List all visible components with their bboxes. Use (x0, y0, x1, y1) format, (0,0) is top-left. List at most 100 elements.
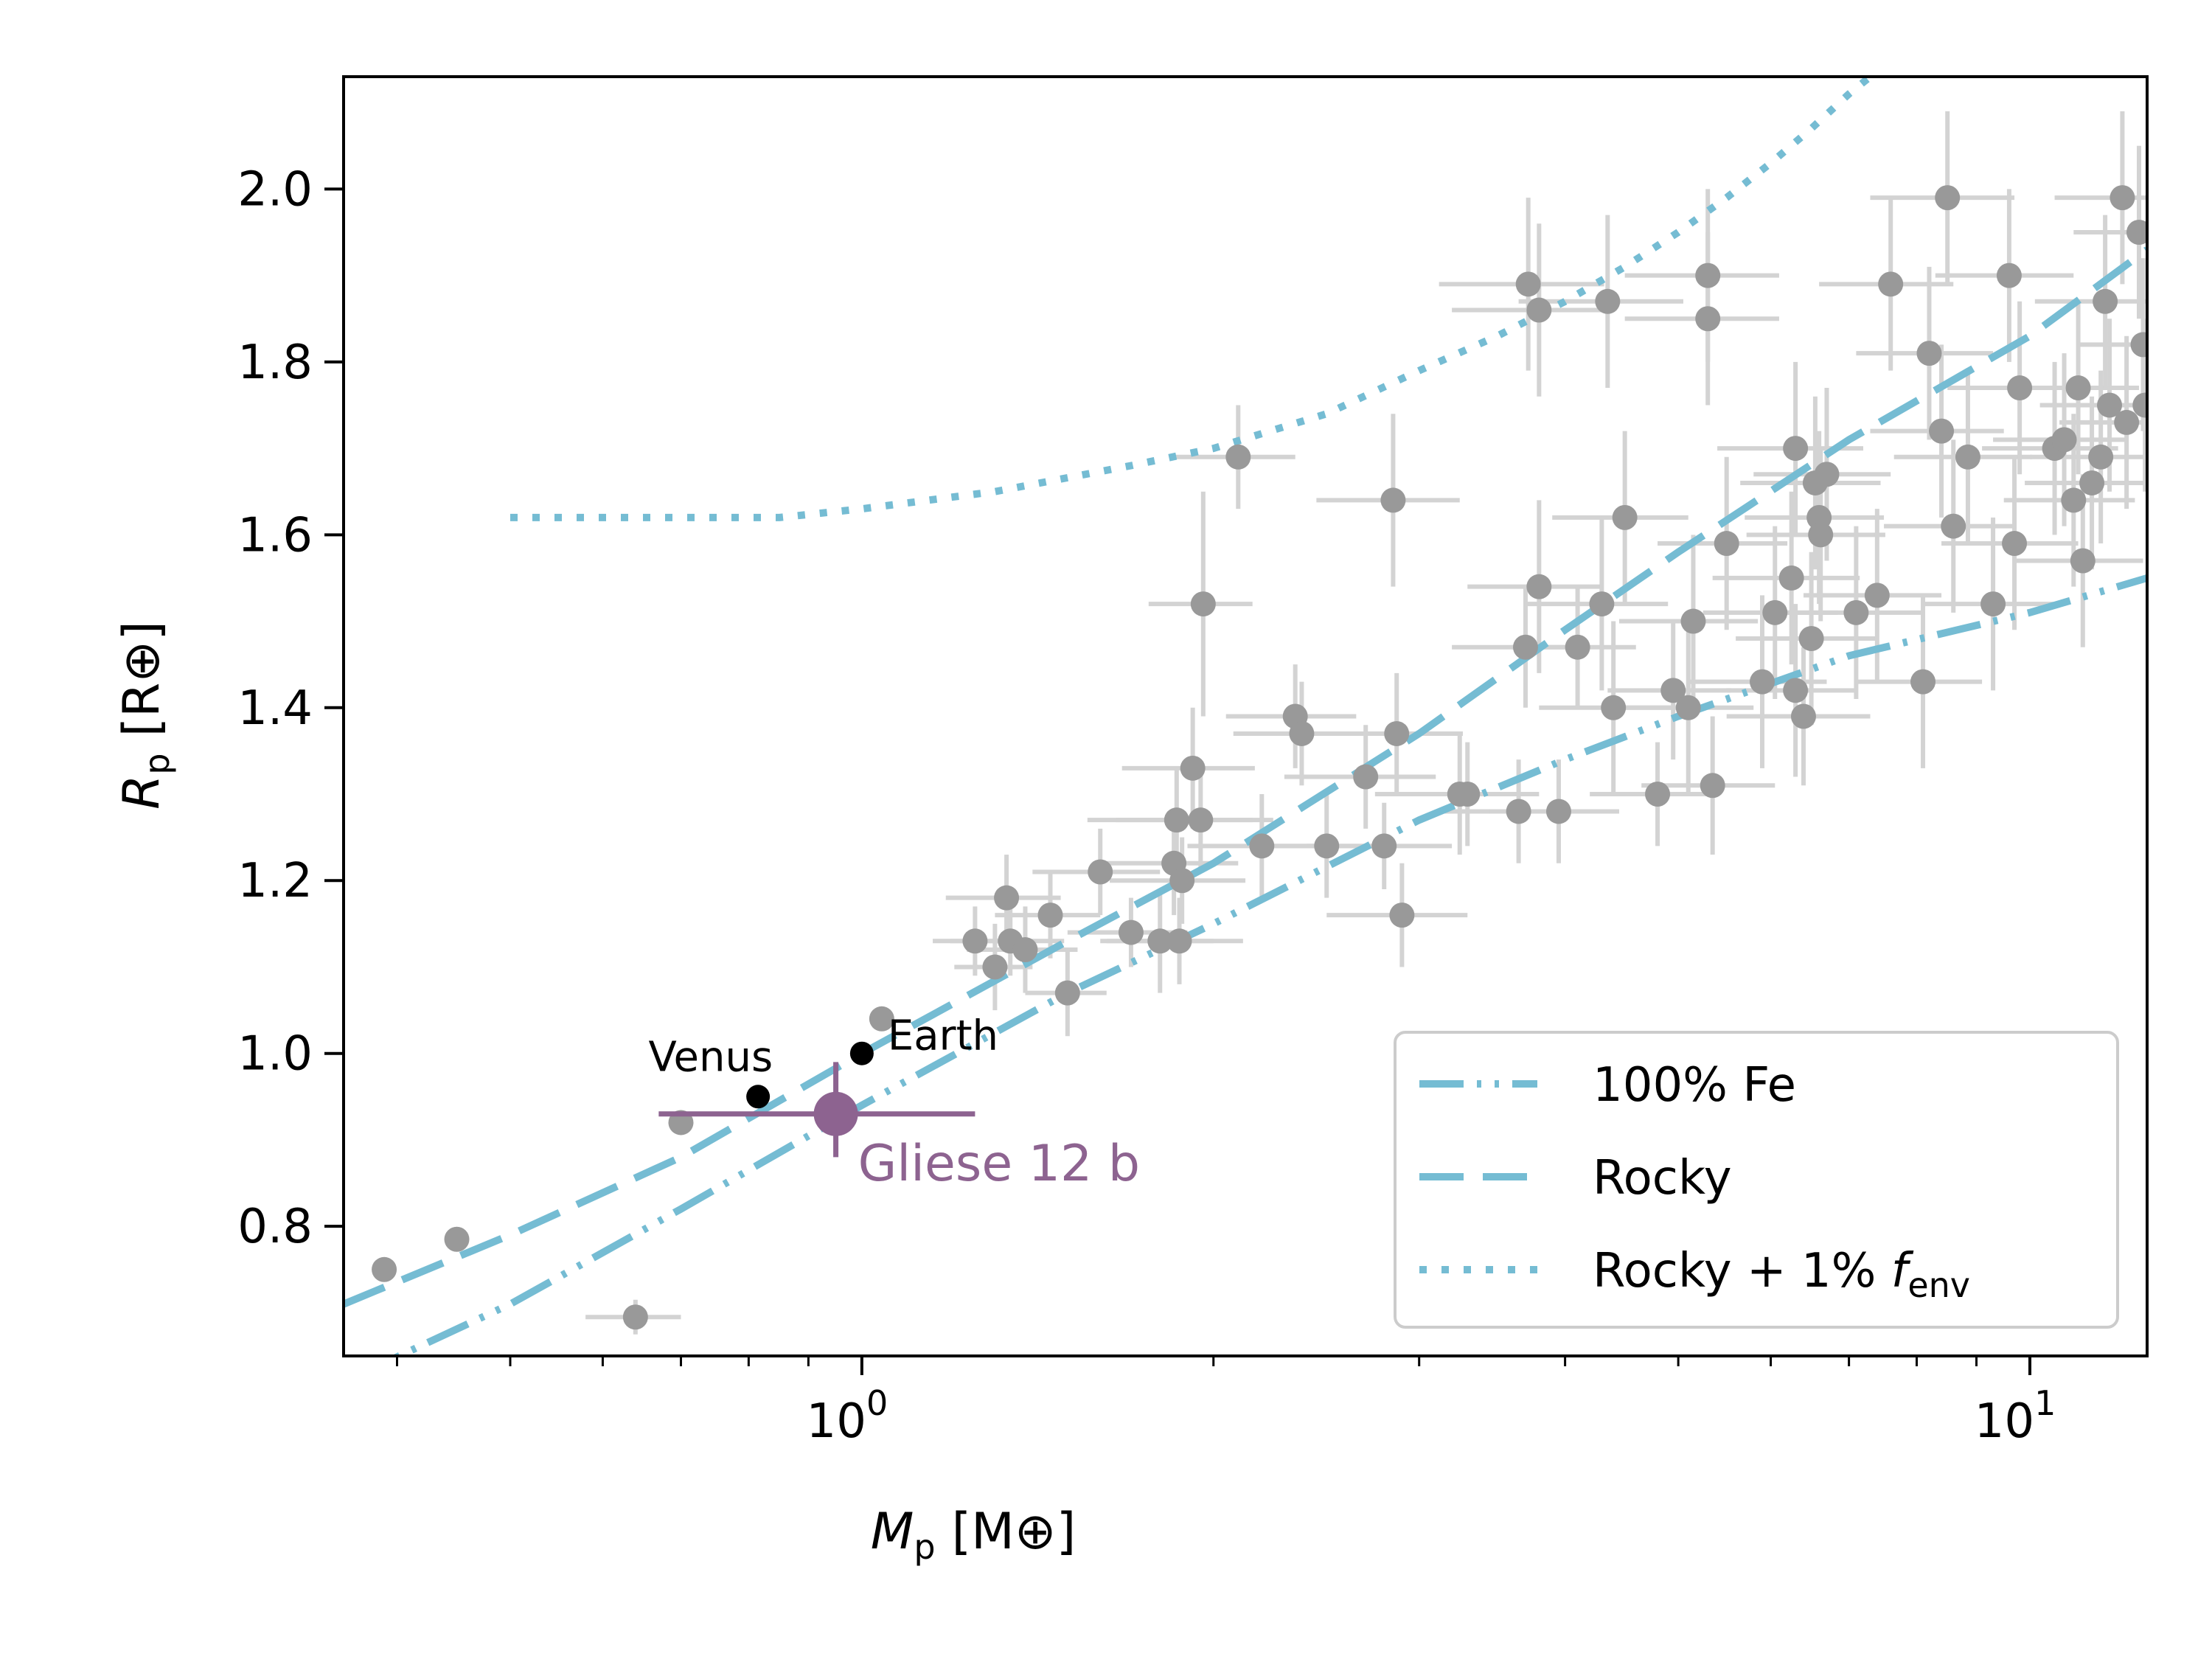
planet-point (1188, 807, 1214, 833)
planet-point (1714, 531, 1739, 557)
planet-point (1916, 341, 1942, 366)
planet-point (1955, 444, 1980, 470)
planet-point (1384, 720, 1410, 746)
planet-point (2051, 427, 2077, 453)
planet-point (444, 1226, 470, 1252)
x-tick-label: 101 (1975, 1383, 2056, 1449)
x-axis-ticks: 100 101 (395, 1356, 2056, 1449)
planet-point (1910, 669, 1936, 695)
planet-point (1190, 591, 1216, 617)
planet-point (1660, 678, 1686, 703)
planet-point (1314, 833, 1340, 859)
y-tick-label: 1.8 (237, 335, 313, 390)
planet-point (2097, 392, 2123, 418)
planet-point (1565, 634, 1590, 660)
planet-point (962, 928, 988, 954)
planet-point (2130, 332, 2147, 358)
planet-point (1506, 799, 1531, 824)
venus-point (746, 1085, 771, 1109)
planet-point (372, 1256, 397, 1282)
venus-label: Venus (649, 1033, 773, 1081)
planet-point (622, 1304, 648, 1330)
planet-point (1878, 271, 1904, 297)
planet-point (1750, 669, 1775, 695)
planet-point (1675, 695, 1701, 720)
planet-point (2007, 375, 2033, 401)
planet-point (1612, 504, 1638, 530)
y-tick-label: 1.0 (237, 1027, 313, 1082)
planet-point (1783, 436, 1809, 462)
planet-point (1814, 462, 1840, 487)
y-tick-label: 1.6 (237, 508, 313, 563)
planet-point (1941, 513, 1966, 539)
x-axis-label: Mp [M⊕] (871, 1503, 1077, 1567)
planet-point (2002, 531, 2028, 557)
planet-point (1929, 418, 1955, 444)
planet-point (1843, 599, 1869, 625)
curve-0 (390, 574, 2147, 1356)
planet-point (2088, 444, 2114, 470)
planet-point (1164, 807, 1189, 833)
planet-point (1864, 582, 1890, 608)
planet-point (2070, 548, 2096, 574)
planet-point (1700, 773, 1725, 799)
planet-point (994, 885, 1020, 911)
legend: 100% Fe Rocky Rocky + 1% fenv (1394, 1031, 2119, 1329)
planet-point (1389, 902, 1415, 928)
planet-point (1371, 833, 1397, 859)
planet-point (1935, 185, 1961, 211)
planet-point (1289, 720, 1315, 746)
planet-point (1645, 782, 1671, 807)
x-tick-label: 100 (807, 1383, 888, 1449)
legend-label-rocky: Rocky (1593, 1151, 1732, 1206)
planet-point (1808, 522, 1834, 548)
planet-point (1225, 444, 1251, 470)
planet-point (869, 1006, 894, 1032)
planet-point (1783, 678, 1809, 703)
planet-point (1798, 625, 1824, 651)
planet-point (1545, 799, 1571, 824)
model-curves (344, 77, 2147, 1356)
planet-point (1054, 980, 1080, 1006)
planet-point (1680, 608, 1706, 634)
planet-point (2132, 392, 2147, 418)
planet-point (2061, 487, 2087, 513)
y-tick-label: 1.2 (237, 854, 313, 908)
planet-point (1249, 833, 1275, 859)
planet-point (1380, 487, 1406, 513)
planet-point (1147, 928, 1173, 954)
planet-point (1695, 262, 1721, 288)
curve-2 (510, 77, 1873, 521)
gliese-12b-group: Gliese 12 b (658, 1062, 1141, 1193)
planet-point (1595, 288, 1621, 314)
planet-point (1601, 695, 1627, 720)
legend-label-rocky-env: Rocky + 1% fenv (1593, 1244, 1970, 1305)
gliese-12b-label: Gliese 12 b (858, 1135, 1141, 1193)
planet-point (2114, 409, 2140, 435)
y-tick-label: 1.4 (237, 681, 313, 736)
planet-point (1589, 591, 1615, 617)
curve-1 (344, 246, 2147, 1308)
planet-point (1088, 859, 1113, 885)
planet-point (982, 954, 1008, 980)
planet-point (1526, 297, 1552, 323)
solar-system-planets: Venus Earth (649, 1012, 998, 1109)
planet-point (2079, 470, 2105, 495)
planet-point (2065, 375, 2091, 401)
planet-point (2126, 220, 2147, 246)
planet-point (1455, 782, 1481, 807)
planet-point (1526, 574, 1552, 599)
planet-point (1118, 919, 1144, 945)
planet-point (1512, 634, 1538, 660)
planet-point (1980, 591, 2006, 617)
plot-frame (342, 75, 2149, 1357)
legend-box (1394, 1031, 2119, 1329)
planet-point (1790, 703, 1816, 729)
planet-point (1037, 902, 1063, 928)
planet-point (1996, 262, 2022, 288)
planet-point (1515, 271, 1541, 297)
legend-label-fe: 100% Fe (1593, 1058, 1796, 1113)
planet-point (1012, 937, 1038, 963)
planet-point (1166, 928, 1192, 954)
